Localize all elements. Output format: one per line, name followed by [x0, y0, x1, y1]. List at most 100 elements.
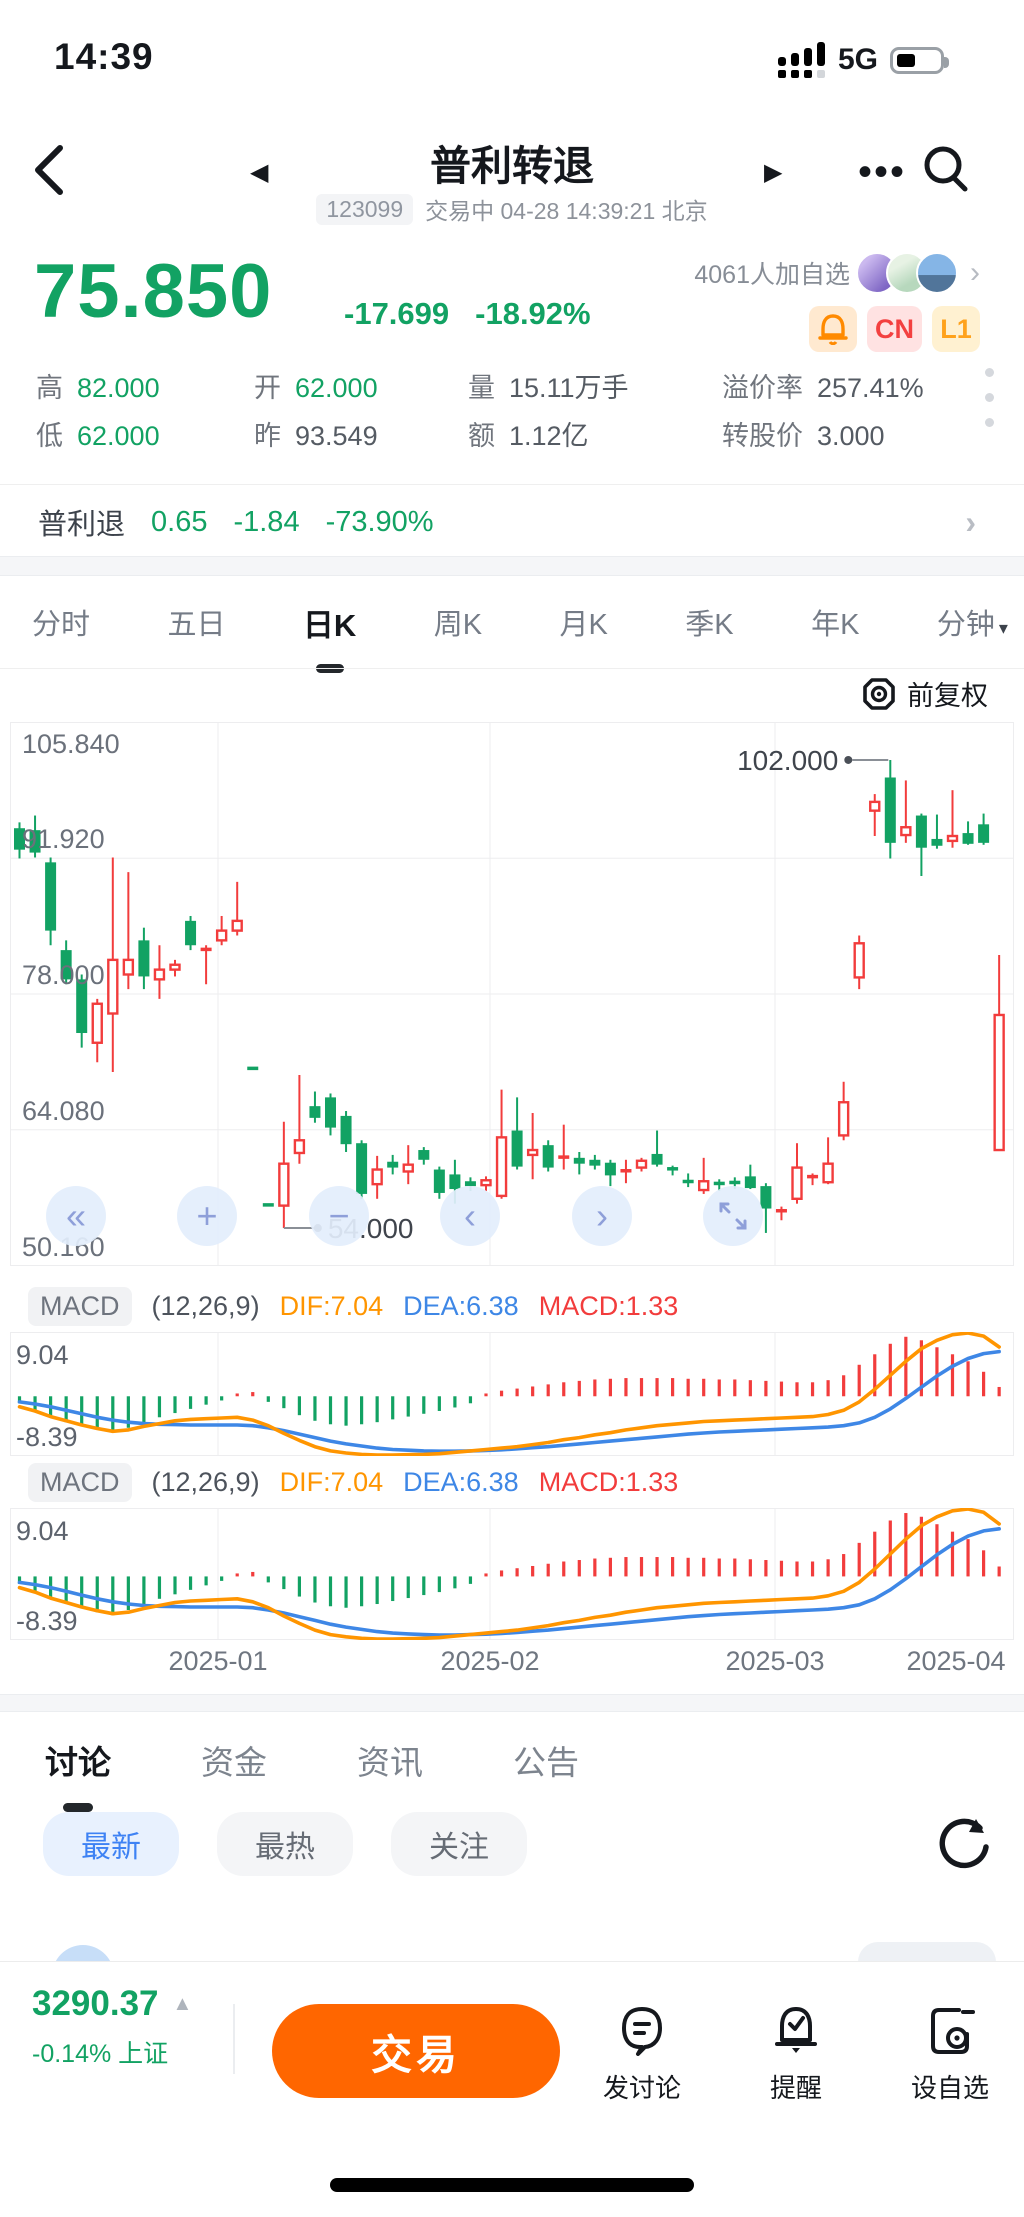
search-icon[interactable]: [920, 142, 972, 194]
discussion-icon: [622, 2007, 662, 2056]
related-stock-name: 普利退: [38, 509, 126, 541]
bottom-bar: 3290.37 ▲ -0.14% 上证 交易 发讨论 提醒: [0, 1961, 1024, 2217]
chart-control-zoom-in[interactable]: +: [177, 1186, 237, 1246]
l1-badge: L1: [932, 306, 980, 352]
dropdown-icon: ▾: [998, 618, 1008, 638]
kline-tab-年K[interactable]: 年K: [811, 609, 860, 641]
watchers-row[interactable]: 4061人加自选 ›: [694, 252, 980, 294]
chevron-right-icon: ›: [970, 256, 980, 289]
macd-pane-2[interactable]: 9.04 -8.39: [0, 1507, 1024, 1645]
cn-badge: CN: [867, 306, 922, 352]
drag-handle[interactable]: [985, 368, 994, 427]
back-icon[interactable]: [26, 140, 76, 200]
stats-row-2: 低 62.000 昨 93.549 额 1.12亿 转股价 3.000: [36, 414, 956, 454]
stat-昨: 昨 93.549: [254, 421, 378, 451]
price-change: -17.699 -18.92%: [344, 296, 591, 331]
divider: [0, 484, 1024, 485]
stat-量: 量 15.11万手: [468, 373, 629, 403]
active-tab-indicator: [63, 1803, 93, 1812]
page-title: 普利转退: [430, 143, 594, 189]
alert-button[interactable]: 提醒: [736, 2004, 856, 2105]
macd-params: (12,26,9): [151, 1466, 260, 1497]
kline-tab-日K[interactable]: 日K: [301, 594, 358, 673]
tab-公告[interactable]: 公告: [513, 1744, 579, 1781]
related-change: -1.84: [233, 505, 300, 538]
index-change: -0.14%: [32, 2040, 112, 2068]
alert-bell-badge[interactable]: [809, 306, 857, 352]
filter-chip-最热[interactable]: 最热: [217, 1812, 353, 1876]
post-discussion-button[interactable]: 发讨论: [582, 2004, 702, 2105]
expand-icon: [719, 1202, 747, 1230]
trading-status: 交易中 04-28 14:39:21 北京: [425, 198, 708, 224]
macd-name: MACD: [28, 1462, 132, 1502]
adjust-label: 前复权: [907, 681, 988, 711]
chart-control-rewind[interactable]: «: [46, 1186, 106, 1246]
section-band: [0, 1694, 1024, 1712]
filter-chip-关注[interactable]: 关注: [391, 1812, 527, 1876]
prev-stock-icon[interactable]: ◀: [250, 159, 269, 186]
macd-pane-1[interactable]: 9.04 -8.39: [0, 1331, 1024, 1461]
more-icon[interactable]: •••: [857, 150, 906, 194]
adjust-gear-icon: [863, 677, 895, 710]
section-band: [0, 556, 1024, 576]
divider: [233, 2004, 235, 2074]
kline-tab-分钟[interactable]: 分钟 ▾: [936, 609, 1008, 641]
x-axis-label: 2025-04: [906, 1646, 1006, 1676]
network-label: 5G: [837, 43, 878, 76]
chart-control-pan-right[interactable]: ›: [572, 1186, 632, 1246]
related-stock-row[interactable]: 普利退 0.65 -1.84 -73.90% ›: [38, 496, 988, 548]
filter-chip-最新[interactable]: 最新: [43, 1812, 179, 1876]
trade-button[interactable]: 交易: [272, 2004, 560, 2098]
chart-control-zoom-out[interactable]: −: [309, 1186, 369, 1246]
macd-params: (12,26,9): [151, 1290, 260, 1321]
kline-tab-五日[interactable]: 五日: [167, 609, 226, 641]
watchlist-device-icon: [931, 2008, 975, 2054]
index-name: 上证: [118, 2040, 169, 2068]
refresh-icon[interactable]: [936, 1815, 994, 1873]
expand-triangle-icon: ▲: [172, 1992, 193, 2015]
adjust-mode-button[interactable]: 前复权: [861, 674, 988, 713]
tab-资金[interactable]: 资金: [201, 1744, 267, 1781]
signal-icon: [777, 42, 825, 78]
kline-tab-月K[interactable]: 月K: [559, 609, 608, 641]
svg-text:102.000: 102.000: [737, 745, 838, 776]
add-watchlist-button[interactable]: 设自选: [890, 2004, 1010, 2105]
kline-tab-季K[interactable]: 季K: [685, 609, 734, 641]
macd-value: MACD:1.33: [538, 1466, 679, 1497]
watchers-count: 4061人加自选: [694, 261, 850, 289]
dif-value: DIF:7.04: [279, 1290, 384, 1321]
kline-tab-周K[interactable]: 周K: [433, 609, 483, 641]
candlestick-chart[interactable]: 102.000 54.000 105.840 91.920 78.000 64.080 5…: [0, 722, 1024, 1266]
stat-转股价: 转股价 3.000: [722, 421, 885, 451]
svg-text:-8.39: -8.39: [16, 1606, 78, 1636]
kline-tabs: 分时 五日 日K 周K 月K 季K 年K 分钟 ▾: [30, 582, 1010, 673]
badges-row: CN L1: [809, 306, 980, 352]
macd-legend-1[interactable]: MACD (12,26,9) DIF:7.04 DEA:6.38 MACD:1.…: [28, 1284, 1008, 1328]
dif-value: DIF:7.04: [279, 1466, 384, 1497]
kline-tab-分时[interactable]: 分时: [32, 609, 91, 641]
stat-溢价率: 溢价率 257.41%: [722, 373, 924, 403]
stock-code: 123099: [316, 193, 414, 225]
svg-text:-8.39: -8.39: [16, 1422, 78, 1452]
x-axis-label: 2025-03: [725, 1646, 825, 1676]
macd-legend-2[interactable]: MACD (12,26,9) DIF:7.04 DEA:6.38 MACD:1.…: [28, 1460, 1008, 1504]
index-value: 3290.37: [32, 1984, 159, 2023]
next-stock-icon[interactable]: ▶: [764, 159, 783, 186]
dea-value: DEA:6.38: [403, 1466, 519, 1497]
related-price: 0.65: [151, 505, 208, 538]
reminder-bell-icon: [775, 2007, 817, 2053]
macd-value: MACD:1.33: [538, 1290, 679, 1321]
macd-name: MACD: [28, 1286, 132, 1326]
index-quote[interactable]: 3290.37 ▲: [32, 1984, 192, 2024]
related-change-pct: -73.90%: [325, 505, 434, 538]
chart-control-expand[interactable]: [703, 1186, 763, 1246]
tab-讨论[interactable]: 讨论: [45, 1736, 111, 1812]
home-indicator[interactable]: [330, 2178, 694, 2192]
current-price: 75.850: [34, 249, 273, 334]
chart-control-pan-left[interactable]: ‹: [440, 1186, 500, 1246]
price-tick-label: 105.840: [22, 728, 120, 759]
x-axis-label: 2025-01: [168, 1646, 268, 1676]
tab-资讯[interactable]: 资讯: [357, 1744, 423, 1781]
discussion-tabs: 讨论 资金 资讯 公告: [45, 1736, 579, 1812]
